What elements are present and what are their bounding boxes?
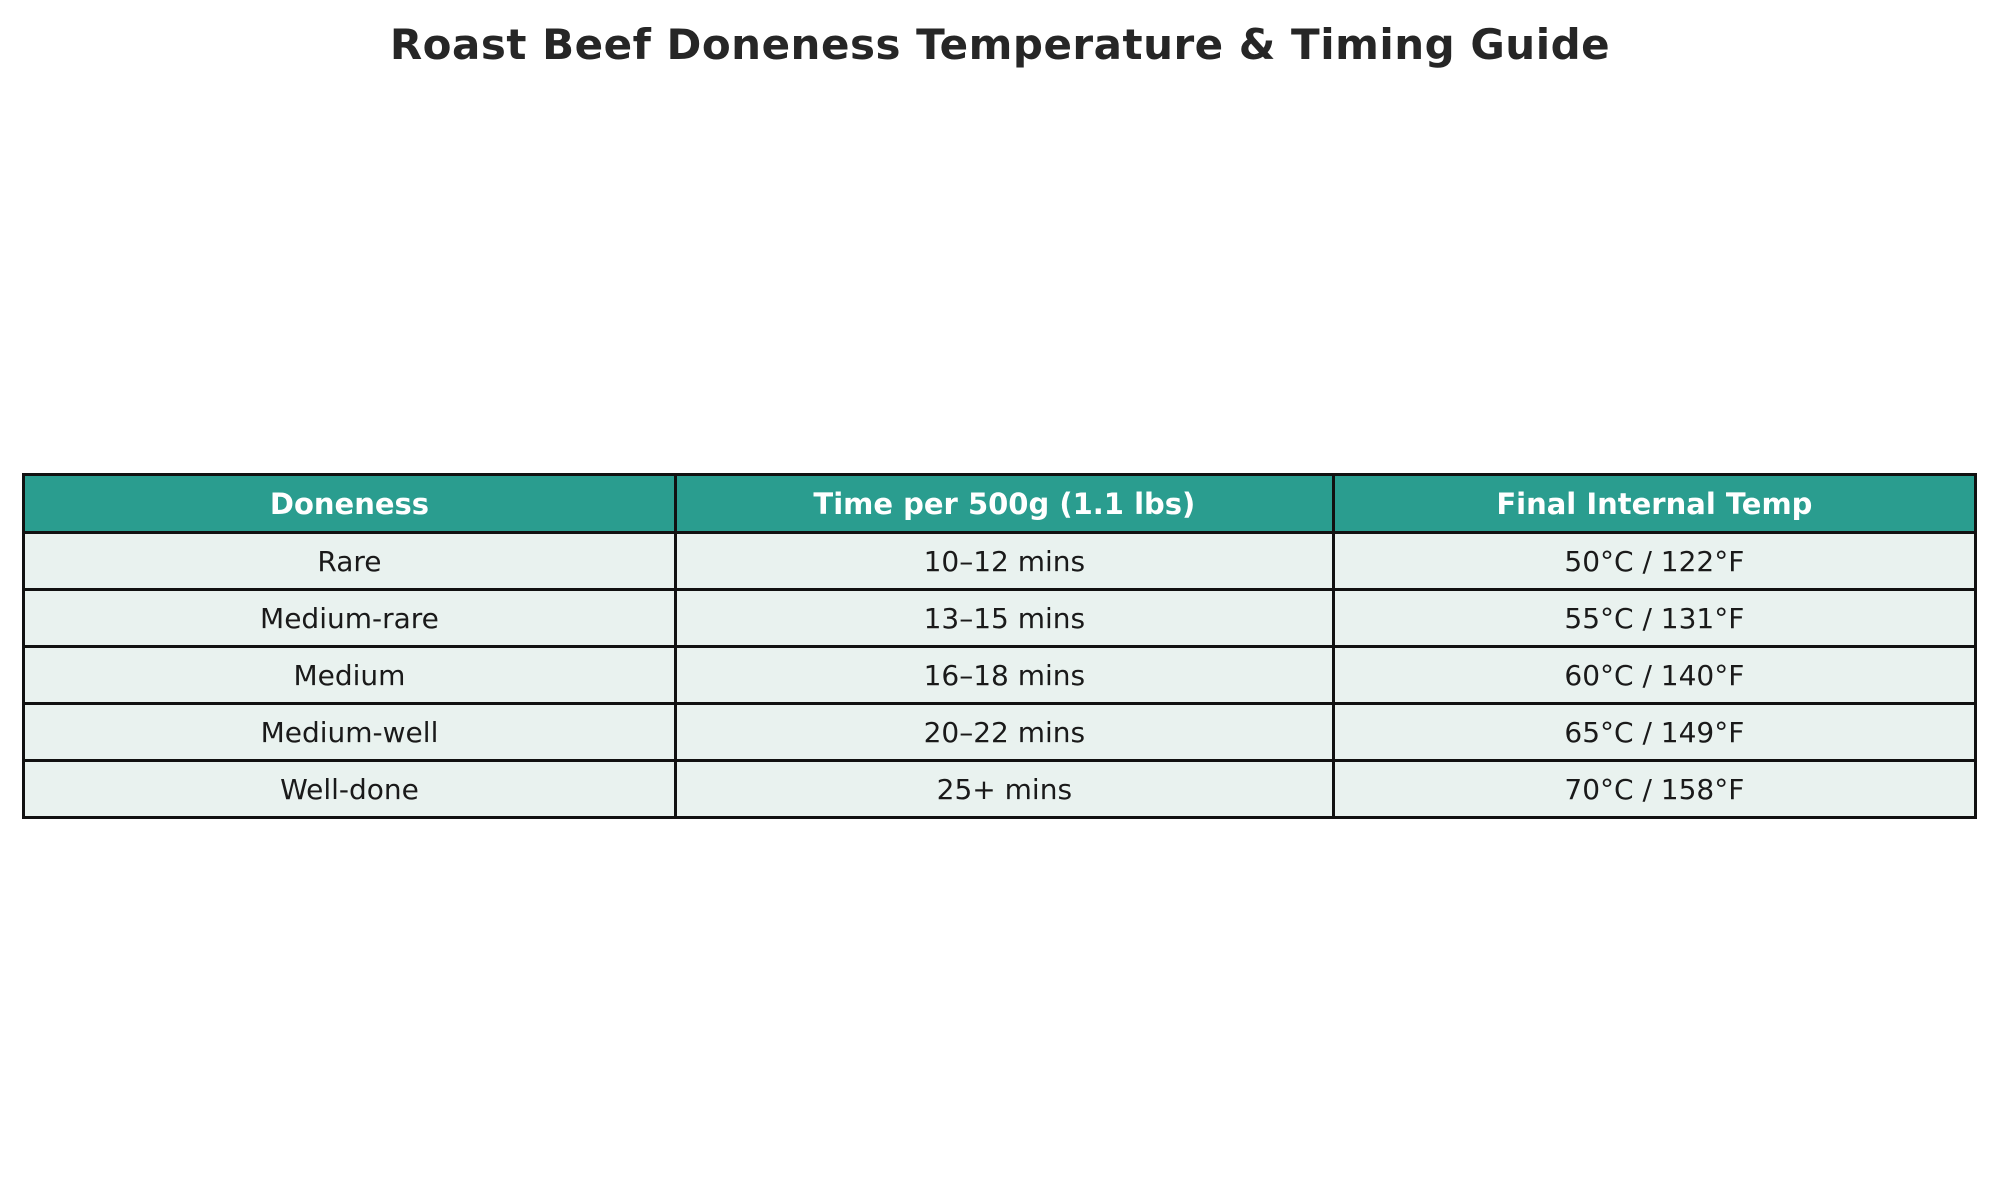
cell-doneness: Rare [22,531,677,591]
cell-final-temp: 60°C / 140°F [1331,645,1978,705]
cell-time: 10–12 mins [673,531,1335,591]
page-title: Roast Beef Doneness Temperature & Timing… [389,20,1611,69]
cell-final-temp: 50°C / 122°F [1331,531,1978,591]
header-cell-final-internal-temp: Final Internal Temp [1331,473,1978,534]
header-cell-time-per-500g: Time per 500g (1.1 lbs) [673,473,1335,534]
cell-final-temp: 55°C / 131°F [1331,588,1978,648]
cell-doneness: Medium-rare [22,588,677,648]
cell-time: 16–18 mins [673,645,1335,705]
table-row-medium-rare: Medium-rare 13–15 mins 55°C / 131°F [22,588,1978,648]
cell-time: 20–22 mins [673,702,1335,762]
cell-final-temp: 65°C / 149°F [1331,702,1978,762]
table-header-row: Doneness Time per 500g (1.1 lbs) Final I… [22,473,1978,534]
cell-doneness: Medium [22,645,677,705]
doneness-table: Doneness Time per 500g (1.1 lbs) Final I… [22,473,1978,819]
cell-time: 25+ mins [673,759,1335,819]
cell-final-temp: 70°C / 158°F [1331,759,1978,819]
cell-time: 13–15 mins [673,588,1335,648]
table-row-medium-well: Medium-well 20–22 mins 65°C / 149°F [22,702,1978,762]
cell-doneness: Medium-well [22,702,677,762]
header-cell-doneness: Doneness [22,473,677,534]
table-row-rare: Rare 10–12 mins 50°C / 122°F [22,531,1978,591]
table-row-well-done: Well-done 25+ mins 70°C / 158°F [22,759,1978,819]
table-row-medium: Medium 16–18 mins 60°C / 140°F [22,645,1978,705]
cell-doneness: Well-done [22,759,677,819]
